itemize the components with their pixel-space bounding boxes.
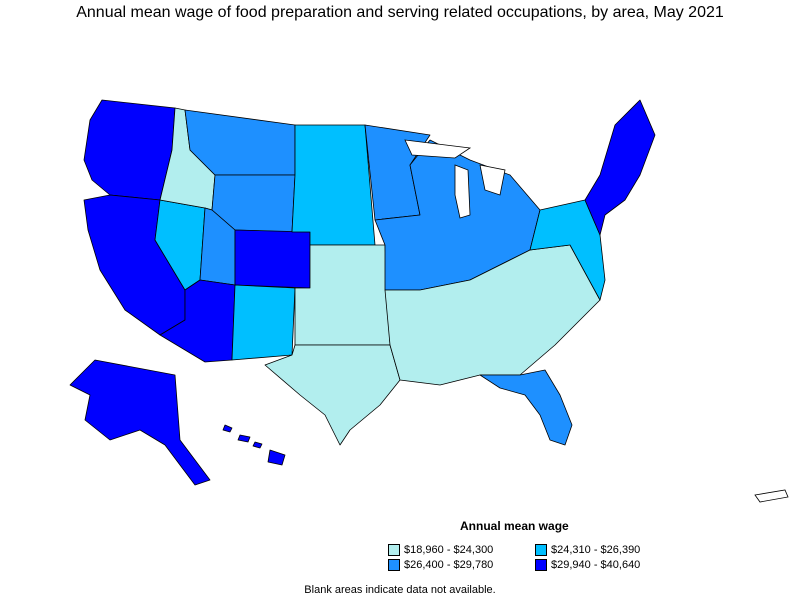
lake-michigan (454, 164, 471, 219)
legend-swatch (388, 544, 400, 556)
region-florida (479, 369, 573, 446)
region-colorado (234, 229, 311, 289)
legend-item: $29,940 - $40,640 (535, 559, 640, 571)
region-hawaii (267, 449, 286, 466)
legend-label: $24,310 - $26,390 (551, 544, 641, 556)
region-pacific-northwest (83, 99, 176, 201)
footnote: Blank areas indicate data not available. (304, 584, 496, 596)
lake-superior (404, 139, 472, 159)
map-title: Annual mean wage of food preparation and… (76, 4, 724, 21)
legend-item: $26,400 - $29,780 (388, 559, 493, 571)
region-southeast (384, 244, 601, 386)
region-texas (264, 344, 401, 446)
legend-item: $18,960 - $24,300 (388, 544, 493, 556)
legend-swatch (535, 544, 547, 556)
region-hawaii-islands (222, 424, 263, 449)
lake-huron (479, 164, 506, 196)
region-alaska (69, 359, 211, 486)
legend-label: $29,940 - $40,640 (551, 559, 641, 571)
legend-label: $26,400 - $29,780 (404, 559, 494, 571)
region-northeast (584, 99, 656, 236)
legend-swatch (535, 559, 547, 571)
legend-label: $18,960 - $24,300 (404, 544, 494, 556)
region-new-mexico (231, 284, 296, 361)
region-northern-plains (291, 124, 376, 246)
legend-swatch (388, 559, 400, 571)
region-puerto-rico (754, 489, 789, 503)
legend-item: $24,310 - $26,390 (535, 544, 640, 556)
region-arizona (159, 279, 236, 363)
legend-title: Annual mean wage (460, 519, 569, 533)
